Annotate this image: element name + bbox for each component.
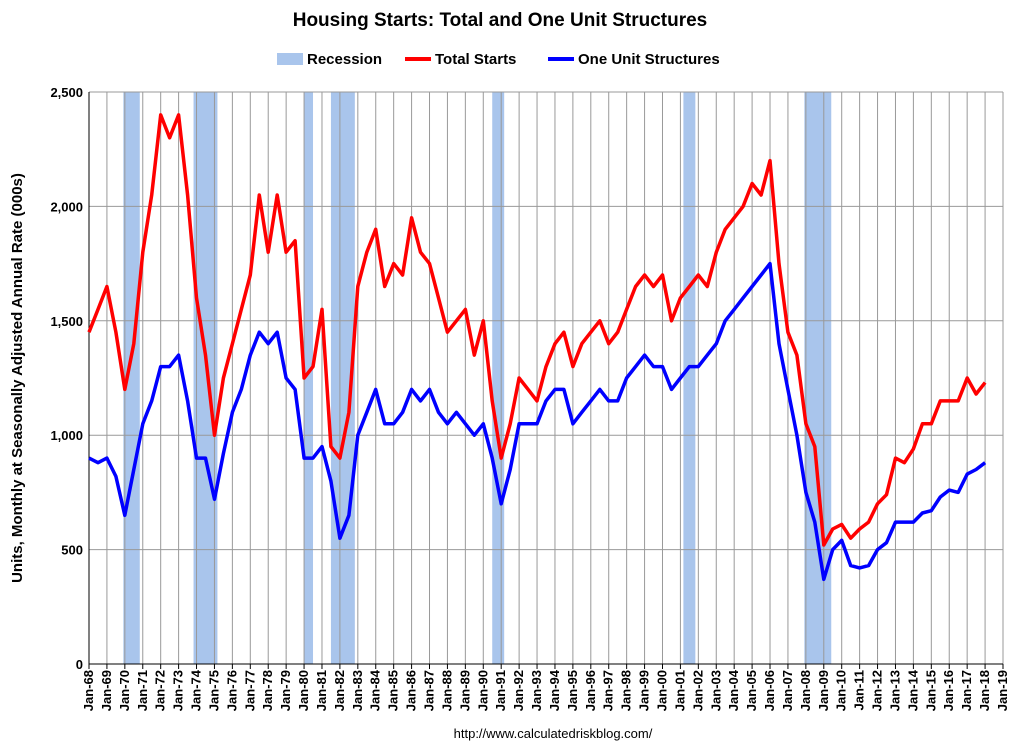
x-tick-label: Jan-16 [941, 670, 956, 711]
x-tick-label: Jan-81 [314, 670, 329, 711]
legend-label: Recession [307, 51, 382, 68]
x-tick-label: Jan-07 [780, 670, 795, 711]
legend-label: Total Starts [435, 51, 516, 68]
x-tick-label: Jan-14 [905, 669, 920, 711]
x-tick-label: Jan-85 [386, 670, 401, 711]
x-tick-label: Jan-09 [816, 670, 831, 711]
y-tick-label: 1,000 [50, 428, 83, 443]
x-tick-label: Jan-03 [708, 670, 723, 711]
x-tick-label: Jan-70 [117, 670, 132, 711]
y-axis-label: Units, Monthly at Seasonally Adjusted An… [9, 173, 26, 583]
chart-title: Housing Starts: Total and One Unit Struc… [293, 10, 708, 31]
x-tick-label: Jan-15 [923, 670, 938, 711]
x-tick-label: Jan-75 [206, 670, 221, 711]
x-tick-label: Jan-02 [690, 670, 705, 711]
x-tick-label: Jan-82 [332, 670, 347, 711]
legend-item: Total Starts [405, 51, 516, 68]
series-line [88, 261, 987, 582]
y-tick-label: 1,500 [50, 314, 83, 329]
x-tick-label: Jan-86 [404, 670, 419, 711]
y-tick-label: 500 [61, 543, 83, 558]
x-tick-label: Jan-96 [583, 670, 598, 711]
x-tick-label: Jan-89 [457, 670, 472, 711]
y-tick-label: 2,000 [50, 199, 83, 214]
x-tick-label: Jan-68 [81, 670, 96, 711]
x-tick-label: Jan-18 [977, 670, 992, 711]
x-tick-label: Jan-00 [654, 670, 669, 711]
x-tick-label: Jan-06 [762, 670, 777, 711]
x-tick-label: Jan-92 [511, 670, 526, 711]
x-tick-label: Jan-93 [529, 670, 544, 711]
recession-band [804, 92, 832, 664]
x-tick-label: Jan-17 [959, 670, 974, 711]
x-tick-label: Jan-74 [189, 669, 204, 711]
x-tick-label: Jan-88 [439, 670, 454, 711]
x-tick-label: Jan-13 [887, 670, 902, 711]
legend-item: Recession [277, 51, 382, 68]
x-tick-label: Jan-87 [422, 670, 437, 711]
source: http://www.calculatedriskblog.com/ [454, 726, 653, 741]
x-tick-label: Jan-83 [350, 670, 365, 711]
x-tick-label: Jan-10 [834, 670, 849, 711]
legend-label: One Unit Structures [578, 51, 720, 68]
recession-band [304, 92, 314, 664]
x-tick-label: Jan-94 [547, 669, 562, 711]
x-tick-label: Jan-90 [475, 670, 490, 711]
x-tick-label: Jan-76 [224, 670, 239, 711]
x-tick-label: Jan-11 [852, 670, 867, 710]
x-tick-label: Jan-84 [368, 669, 383, 711]
x-tick-label: Jan-73 [171, 670, 186, 711]
x-tick-label: Jan-72 [153, 670, 168, 711]
x-tick-label: Jan-04 [726, 669, 741, 711]
x-tick-label: Jan-01 [672, 670, 687, 711]
x-tick-label: Jan-71 [135, 670, 150, 711]
x-tick-label: Jan-95 [565, 670, 580, 711]
legend-item: One Unit Structures [548, 51, 720, 68]
y-tick-label: 0 [76, 657, 83, 672]
x-tick-label: Jan-98 [619, 670, 634, 711]
x-tick-label: Jan-19 [995, 670, 1009, 711]
recession-band [492, 92, 505, 664]
x-tick-label: Jan-69 [99, 670, 114, 711]
x-tick-label: Jan-08 [798, 670, 813, 711]
x-tick-label: Jan-79 [278, 670, 293, 711]
x-tick-label: Jan-77 [242, 670, 257, 711]
x-tick-label: Jan-78 [260, 670, 275, 711]
x-tick-label: Jan-91 [493, 670, 508, 711]
recession-band [683, 92, 696, 664]
x-tick-label: Jan-99 [637, 670, 652, 711]
y-tick-label: 2,500 [50, 85, 83, 100]
x-tick-label: Jan-97 [601, 670, 616, 711]
legend-swatch [277, 53, 303, 65]
recession-band [193, 92, 218, 664]
x-tick-label: Jan-80 [296, 670, 311, 711]
recession-band [123, 92, 140, 664]
x-tick-label: Jan-05 [744, 670, 759, 711]
x-tick-label: Jan-12 [870, 670, 885, 711]
series-line [87, 113, 987, 547]
